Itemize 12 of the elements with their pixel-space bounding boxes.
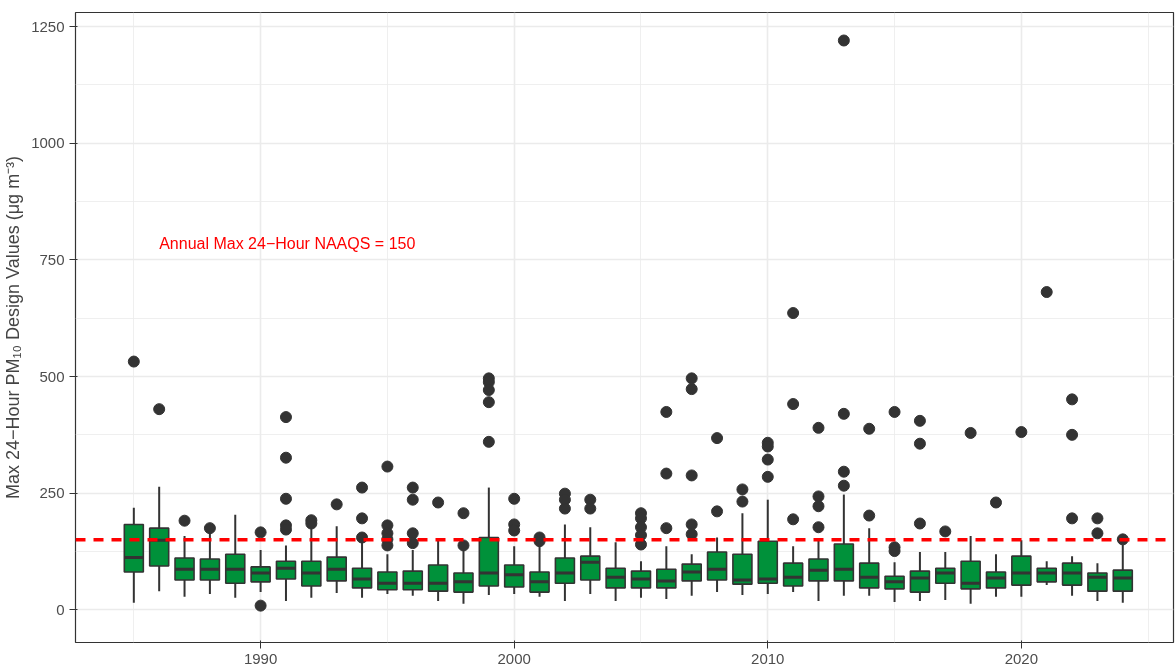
x-tick-label: 1990: [243, 649, 278, 666]
ref-line-label: Annual Max 24−Hour NAAQS = 150: [159, 235, 416, 253]
y-tick-label: 750: [39, 250, 65, 268]
x-tick-label: 2020: [1004, 649, 1039, 666]
x-tick-label: 2000: [497, 649, 531, 666]
y-tick-label: 500: [39, 367, 65, 385]
y-tick-label: 0: [56, 600, 65, 618]
y-tick-label: 1250: [31, 17, 65, 35]
y-tick-label: 250: [39, 484, 65, 502]
y-axis-title: Max 24−Hour PM₁₀ Design Values (μg m⁻³): [3, 155, 24, 500]
x-tick-label: 2010: [751, 649, 785, 666]
y-tick-label: 1000: [31, 134, 65, 152]
